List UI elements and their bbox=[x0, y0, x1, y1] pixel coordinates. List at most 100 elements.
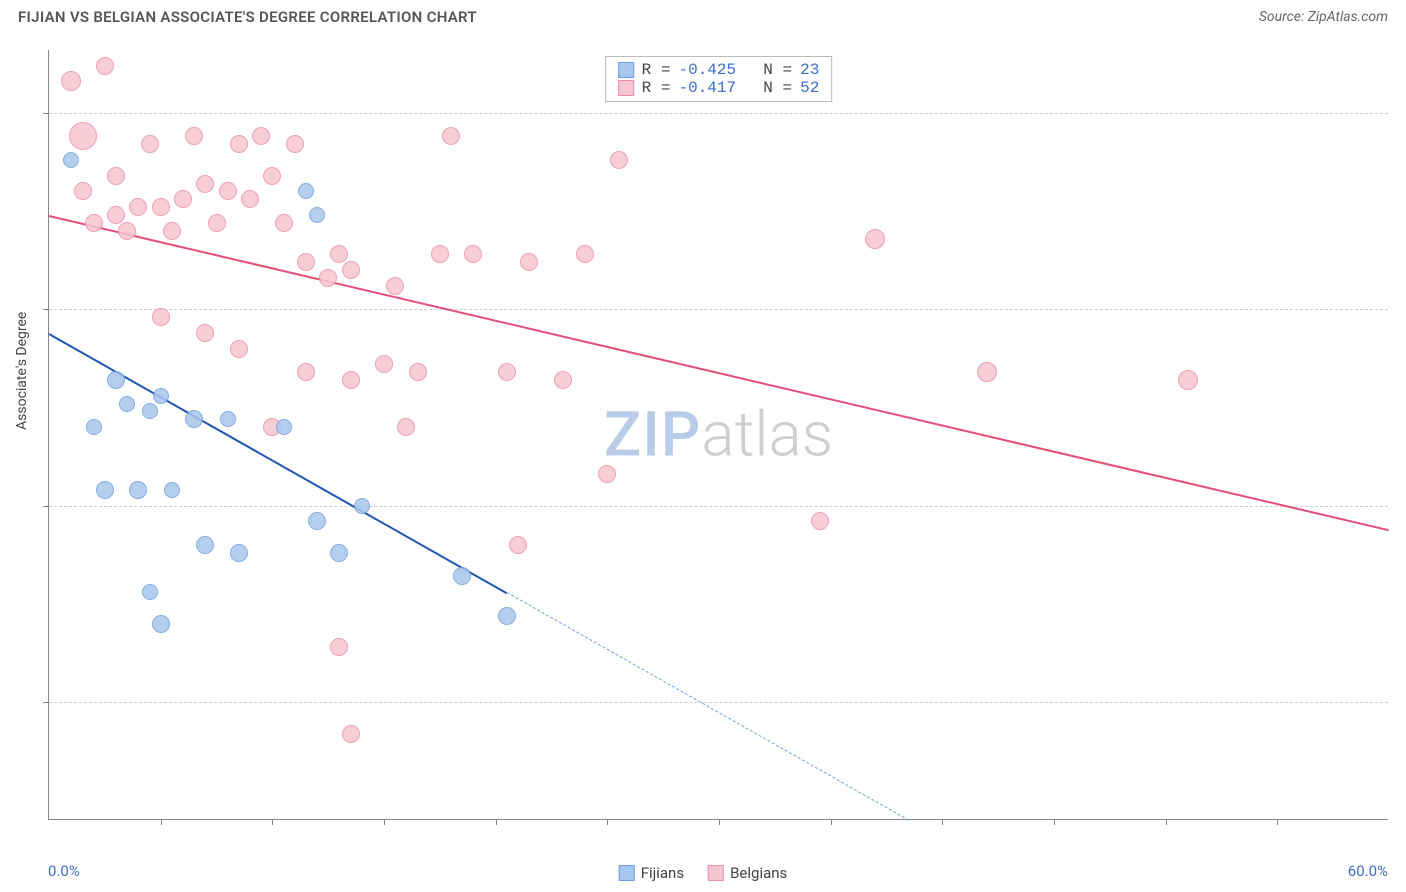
data-point-belgians bbox=[397, 418, 415, 436]
data-point-belgians bbox=[174, 190, 192, 208]
x-tick bbox=[1054, 819, 1055, 825]
data-point-belgians bbox=[141, 135, 159, 153]
data-point-fijians bbox=[63, 152, 79, 168]
data-point-belgians bbox=[598, 465, 616, 483]
data-point-fijians bbox=[453, 567, 471, 585]
x-tick bbox=[496, 819, 497, 825]
data-point-belgians bbox=[252, 127, 270, 145]
data-point-belgians bbox=[275, 214, 293, 232]
data-point-belgians bbox=[297, 363, 315, 381]
legend-swatch-belgians bbox=[708, 865, 724, 881]
swatch-belgians bbox=[618, 80, 634, 96]
data-point-belgians bbox=[464, 245, 482, 263]
chart-title: FIJIAN VS BELGIAN ASSOCIATE'S DEGREE COR… bbox=[18, 8, 477, 26]
data-point-belgians bbox=[498, 363, 516, 381]
swatch-fijians bbox=[618, 62, 634, 78]
data-point-belgians bbox=[342, 725, 360, 743]
data-point-fijians bbox=[276, 419, 292, 435]
data-point-belgians bbox=[386, 277, 404, 295]
gridline bbox=[49, 506, 1388, 507]
data-point-belgians bbox=[576, 245, 594, 263]
legend-label-belgians: Belgians bbox=[730, 864, 787, 882]
n-label: N = bbox=[744, 79, 792, 97]
data-point-fijians bbox=[107, 371, 125, 389]
x-tick bbox=[719, 819, 720, 825]
data-point-fijians bbox=[298, 183, 314, 199]
data-point-belgians bbox=[297, 253, 315, 271]
data-point-belgians bbox=[520, 253, 538, 271]
data-point-belgians bbox=[61, 71, 81, 91]
data-point-fijians bbox=[309, 207, 325, 223]
n-label: N = bbox=[744, 61, 792, 79]
data-point-belgians bbox=[196, 175, 214, 193]
data-point-fijians bbox=[142, 403, 158, 419]
data-point-belgians bbox=[208, 214, 226, 232]
chart-header: FIJIAN VS BELGIAN ASSOCIATE'S DEGREE COR… bbox=[0, 0, 1406, 30]
x-axis-max-label: 60.0% bbox=[1348, 862, 1388, 880]
data-point-belgians bbox=[610, 151, 628, 169]
data-point-belgians bbox=[442, 127, 460, 145]
stats-row-belgians: R = -0.417 N = 52 bbox=[618, 79, 820, 97]
trendline-extrapolated bbox=[507, 592, 909, 821]
data-point-belgians bbox=[286, 135, 304, 153]
data-point-fijians bbox=[230, 544, 248, 562]
data-point-belgians bbox=[319, 269, 337, 287]
data-point-belgians bbox=[1178, 370, 1198, 390]
x-tick bbox=[607, 819, 608, 825]
data-point-fijians bbox=[330, 544, 348, 562]
data-point-belgians bbox=[152, 198, 170, 216]
data-point-belgians bbox=[409, 363, 427, 381]
data-point-belgians bbox=[263, 167, 281, 185]
data-point-belgians bbox=[118, 222, 136, 240]
x-tick bbox=[1166, 819, 1167, 825]
data-point-belgians bbox=[74, 182, 92, 200]
data-point-belgians bbox=[196, 324, 214, 342]
data-point-belgians bbox=[85, 214, 103, 232]
gridline bbox=[49, 702, 1388, 703]
stats-row-fijians: R = -0.425 N = 23 bbox=[618, 61, 820, 79]
data-point-belgians bbox=[163, 222, 181, 240]
chart-source: Source: ZipAtlas.com bbox=[1259, 9, 1388, 25]
data-point-belgians bbox=[230, 135, 248, 153]
fijians-r-value: -0.425 bbox=[678, 61, 736, 79]
watermark-atlas: atlas bbox=[701, 398, 833, 471]
data-point-belgians bbox=[977, 362, 997, 382]
data-point-belgians bbox=[152, 308, 170, 326]
legend-item-fijians: Fijians bbox=[619, 864, 684, 882]
data-point-fijians bbox=[164, 482, 180, 498]
data-point-belgians bbox=[129, 198, 147, 216]
data-point-fijians bbox=[86, 419, 102, 435]
y-tick bbox=[43, 113, 49, 114]
x-tick bbox=[831, 819, 832, 825]
data-point-belgians bbox=[330, 638, 348, 656]
data-point-fijians bbox=[119, 396, 135, 412]
data-point-belgians bbox=[330, 245, 348, 263]
data-point-belgians bbox=[811, 512, 829, 530]
gridline bbox=[49, 113, 1388, 114]
x-tick bbox=[161, 819, 162, 825]
data-point-fijians bbox=[142, 584, 158, 600]
data-point-fijians bbox=[153, 388, 169, 404]
data-point-belgians bbox=[241, 190, 259, 208]
data-point-fijians bbox=[196, 536, 214, 554]
bottom-legend: Fijians Belgians bbox=[619, 864, 788, 882]
y-tick bbox=[43, 506, 49, 507]
data-point-belgians bbox=[230, 340, 248, 358]
data-point-belgians bbox=[431, 245, 449, 263]
watermark: ZIPatlas bbox=[604, 398, 833, 471]
legend-swatch-fijians bbox=[619, 865, 635, 881]
data-point-belgians bbox=[69, 122, 97, 150]
data-point-fijians bbox=[185, 410, 203, 428]
y-axis-label: Associate's Degree bbox=[14, 312, 30, 430]
data-point-belgians bbox=[96, 57, 114, 75]
data-point-belgians bbox=[865, 229, 885, 249]
data-point-belgians bbox=[342, 371, 360, 389]
x-axis-min-label: 0.0% bbox=[48, 862, 80, 880]
stats-legend-box: R = -0.425 N = 23 R = -0.417 N = 52 bbox=[605, 56, 833, 102]
data-point-fijians bbox=[308, 512, 326, 530]
data-point-fijians bbox=[152, 615, 170, 633]
watermark-zip: ZIP bbox=[604, 398, 702, 471]
belgians-r-value: -0.417 bbox=[678, 79, 736, 97]
r-label: R = bbox=[642, 61, 671, 79]
r-label: R = bbox=[642, 79, 671, 97]
